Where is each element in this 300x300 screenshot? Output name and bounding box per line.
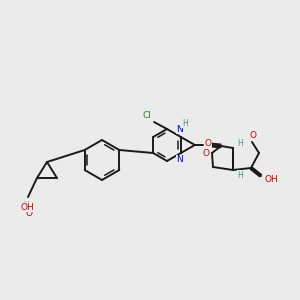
Text: N: N xyxy=(176,155,183,164)
Text: H: H xyxy=(237,170,243,179)
Text: H: H xyxy=(237,139,243,148)
Text: O: O xyxy=(250,130,256,140)
Text: O: O xyxy=(202,148,209,158)
Text: O: O xyxy=(204,140,211,148)
Text: H: H xyxy=(182,118,188,127)
Text: OH: OH xyxy=(20,202,34,211)
Text: N: N xyxy=(176,124,183,134)
Text: OH: OH xyxy=(264,176,278,184)
Text: O: O xyxy=(26,208,32,217)
Text: H: H xyxy=(23,202,29,211)
Text: Cl: Cl xyxy=(142,112,152,121)
